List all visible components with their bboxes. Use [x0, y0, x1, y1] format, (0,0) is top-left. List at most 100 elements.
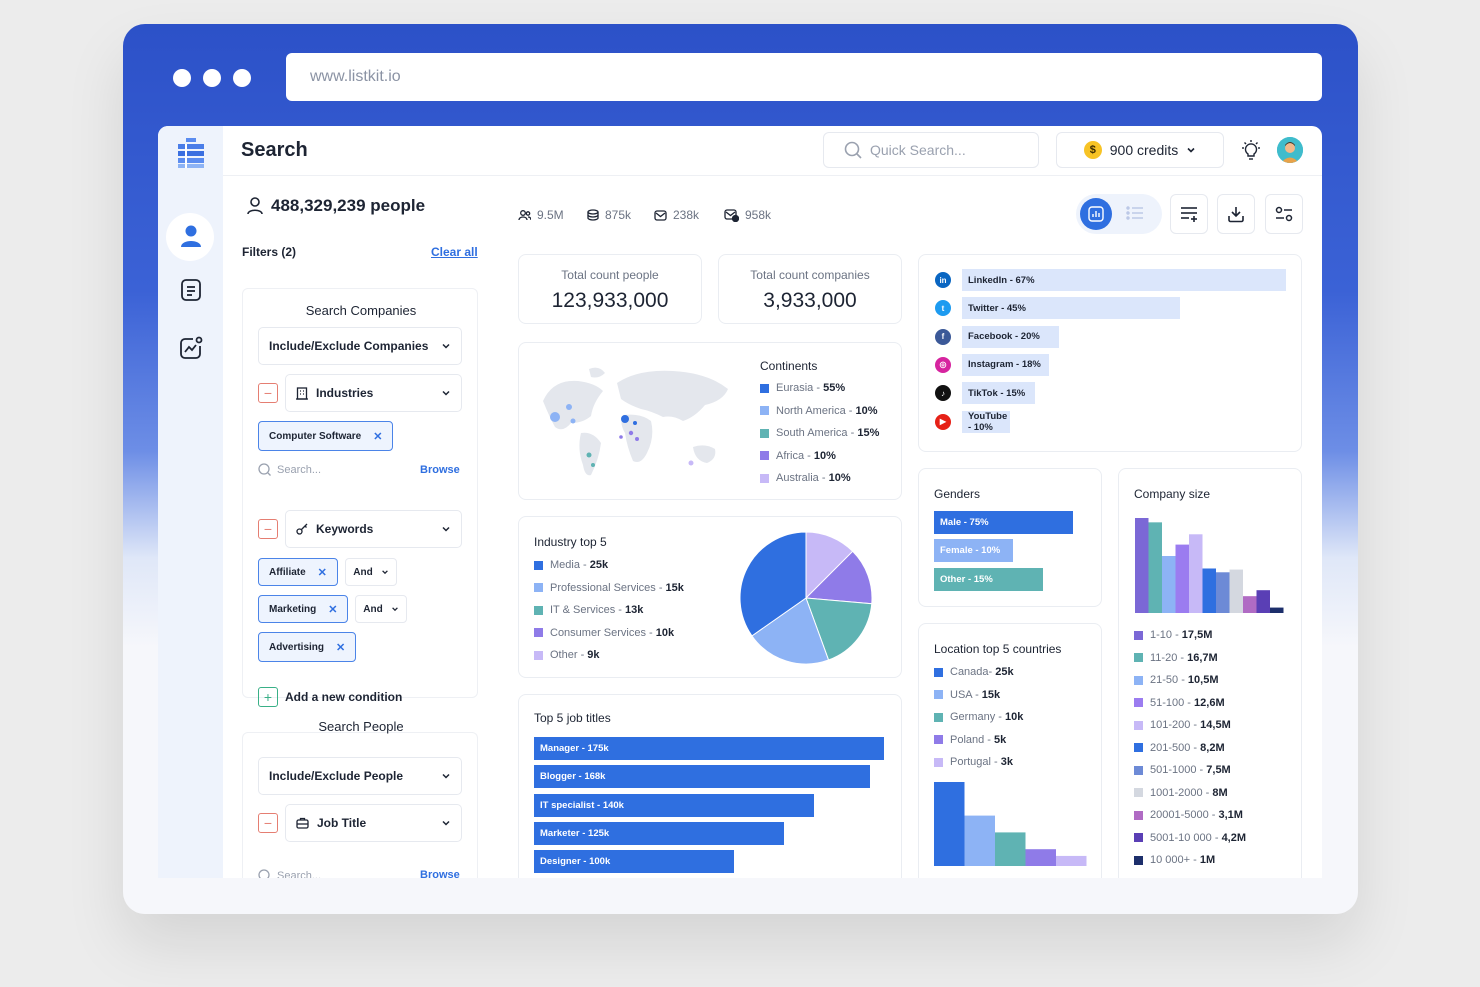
filters-label: Filters (2)	[242, 245, 297, 259]
close-icon[interactable]: ✕	[336, 641, 346, 654]
window-dot-icon[interactable]	[233, 69, 251, 87]
logo-icon[interactable]	[158, 138, 223, 168]
lightbulb-icon[interactable]	[1240, 139, 1262, 166]
gender-bar: Male - 75%	[934, 511, 1073, 534]
close-icon[interactable]: ✕	[373, 430, 383, 443]
browse-link[interactable]: Browse	[420, 869, 460, 878]
legend-value: 25k	[995, 666, 1014, 679]
legend-item: Germany - 10k	[934, 706, 1023, 729]
legend-value: 3k	[1000, 756, 1013, 769]
quick-search-placeholder: Quick Search...	[870, 142, 966, 158]
credits-button[interactable]: $ 900 credits	[1056, 132, 1224, 168]
legend-value: 13k	[624, 604, 644, 617]
filter-panel: 488,329,239 people Filters (2) Clear all…	[223, 176, 503, 878]
industry-tag[interactable]: Computer Software ✕	[258, 421, 394, 451]
verified-mail-icon	[724, 208, 739, 222]
legend-label: 20001-5000 - 3,1M	[1150, 809, 1243, 822]
chevron-down-icon	[442, 526, 450, 532]
social-bar: YouTube - 10%	[962, 410, 1011, 433]
legend-value: 17,5M	[1181, 629, 1213, 642]
industries-select[interactable]: Industries	[285, 374, 462, 412]
legend-item: 201-500 - 8,2M	[1134, 737, 1246, 760]
company-size-bar	[1162, 556, 1176, 613]
legend-item: Portugal - 3k	[934, 751, 1023, 774]
industry-search-input[interactable]: Search...	[258, 463, 321, 476]
clear-all-link[interactable]: Clear all	[431, 245, 478, 259]
legend-swatch	[534, 650, 543, 660]
add-condition-icon[interactable]: +	[258, 687, 278, 707]
chart-view-button[interactable]	[1080, 198, 1112, 230]
legend-item: 20001-5000 - 3,1M	[1134, 804, 1246, 827]
mail-icon	[654, 209, 667, 221]
top-bar: Search Quick Search... $ 900 credits	[223, 126, 1322, 176]
legend-label: 11-20 - 16,7M	[1150, 651, 1218, 664]
user-outline-icon	[247, 197, 263, 215]
legend-value: 16,7M	[1187, 651, 1218, 664]
and-operator-select[interactable]: And	[355, 595, 407, 623]
legend-swatch	[760, 428, 769, 438]
list-view-button[interactable]	[1126, 205, 1144, 226]
add-condition-button[interactable]: Add a new condition	[285, 690, 403, 704]
quick-search-input[interactable]: Quick Search...	[823, 132, 1039, 168]
legend-value: 25k	[589, 559, 609, 572]
close-icon[interactable]: ✕	[317, 566, 327, 579]
legend-label: 21-50 - 10,5M	[1150, 674, 1219, 687]
person-icon[interactable]	[158, 224, 223, 248]
avatar[interactable]	[1277, 137, 1303, 163]
location-legend: Canada- 25k USA - 15k Germany - 10k Poland …	[934, 661, 1023, 774]
company-size-bar-chart	[1135, 518, 1284, 613]
keyword-tag[interactable]: Affiliate ✕	[258, 558, 338, 586]
legend-item: Australia - 10%	[760, 467, 879, 490]
company-size-bar	[1202, 568, 1216, 613]
include-exclude-companies-select[interactable]: Include/Exclude Companies	[258, 327, 462, 365]
legend-swatch	[1134, 720, 1143, 730]
legend-swatch	[934, 757, 943, 767]
job-bar: IT specialist - 140k	[534, 793, 814, 817]
and-operator-select[interactable]: And	[345, 558, 397, 586]
add-list-button[interactable]	[1170, 194, 1208, 234]
job-bar: Manager - 175k	[534, 737, 884, 760]
download-button[interactable]	[1217, 194, 1255, 234]
company-size-bar	[1270, 607, 1284, 613]
settings-button[interactable]	[1265, 194, 1303, 234]
card-value: 123,933,000	[551, 289, 669, 312]
include-exclude-people-select[interactable]: Include/Exclude People	[258, 757, 462, 795]
legend-value: 8,2M	[1200, 741, 1225, 754]
job-title-select[interactable]: Job Title	[285, 804, 462, 842]
browse-link[interactable]: Browse	[420, 464, 460, 476]
legend-label: Professional Services - 15k	[550, 581, 684, 594]
legend-swatch	[1134, 855, 1143, 865]
list-icon[interactable]	[158, 278, 223, 302]
chevron-down-icon	[442, 820, 450, 826]
twitter-icon: t	[935, 300, 951, 317]
window-dot-icon[interactable]	[203, 69, 221, 87]
address-bar[interactable]: www.listkit.io	[286, 53, 1322, 101]
legend-value: 5k	[994, 733, 1007, 746]
close-icon[interactable]: ✕	[328, 603, 338, 616]
building-icon	[296, 386, 308, 400]
select-label: Keywords	[316, 522, 374, 536]
keyword-tag[interactable]: Advertising ✕	[258, 632, 357, 662]
legend-value: 10k	[1005, 711, 1024, 724]
window-dot-icon[interactable]	[173, 69, 191, 87]
job-title-search-input[interactable]: Search...	[258, 869, 321, 878]
keyword-tag[interactable]: Marketing ✕	[258, 595, 349, 623]
legend-swatch	[1134, 833, 1143, 843]
analytics-icon[interactable]	[158, 336, 223, 360]
select-label: Job Title	[317, 816, 367, 830]
legend-value: 9k	[587, 649, 600, 662]
search-icon	[258, 869, 270, 878]
select-label: Include/Exclude Companies	[269, 339, 429, 353]
legend-item: Consumer Services - 10k	[534, 622, 684, 645]
remove-filter-button[interactable]: −	[258, 383, 278, 403]
legend-swatch	[1134, 630, 1143, 640]
keywords-select[interactable]: Keywords	[285, 510, 462, 548]
legend-value: 10%	[828, 472, 851, 485]
company-size-card: Company size 1-10 - 17,5M 11-20 - 16,7M 21…	[1118, 468, 1302, 878]
chevron-down-icon	[442, 343, 450, 349]
remove-filter-button[interactable]: −	[258, 519, 278, 539]
remove-filter-button[interactable]: −	[258, 813, 278, 833]
legend-swatch	[534, 560, 543, 570]
legend-value: 15%	[857, 427, 880, 440]
legend-item: 101-200 - 14,5M	[1134, 714, 1246, 737]
